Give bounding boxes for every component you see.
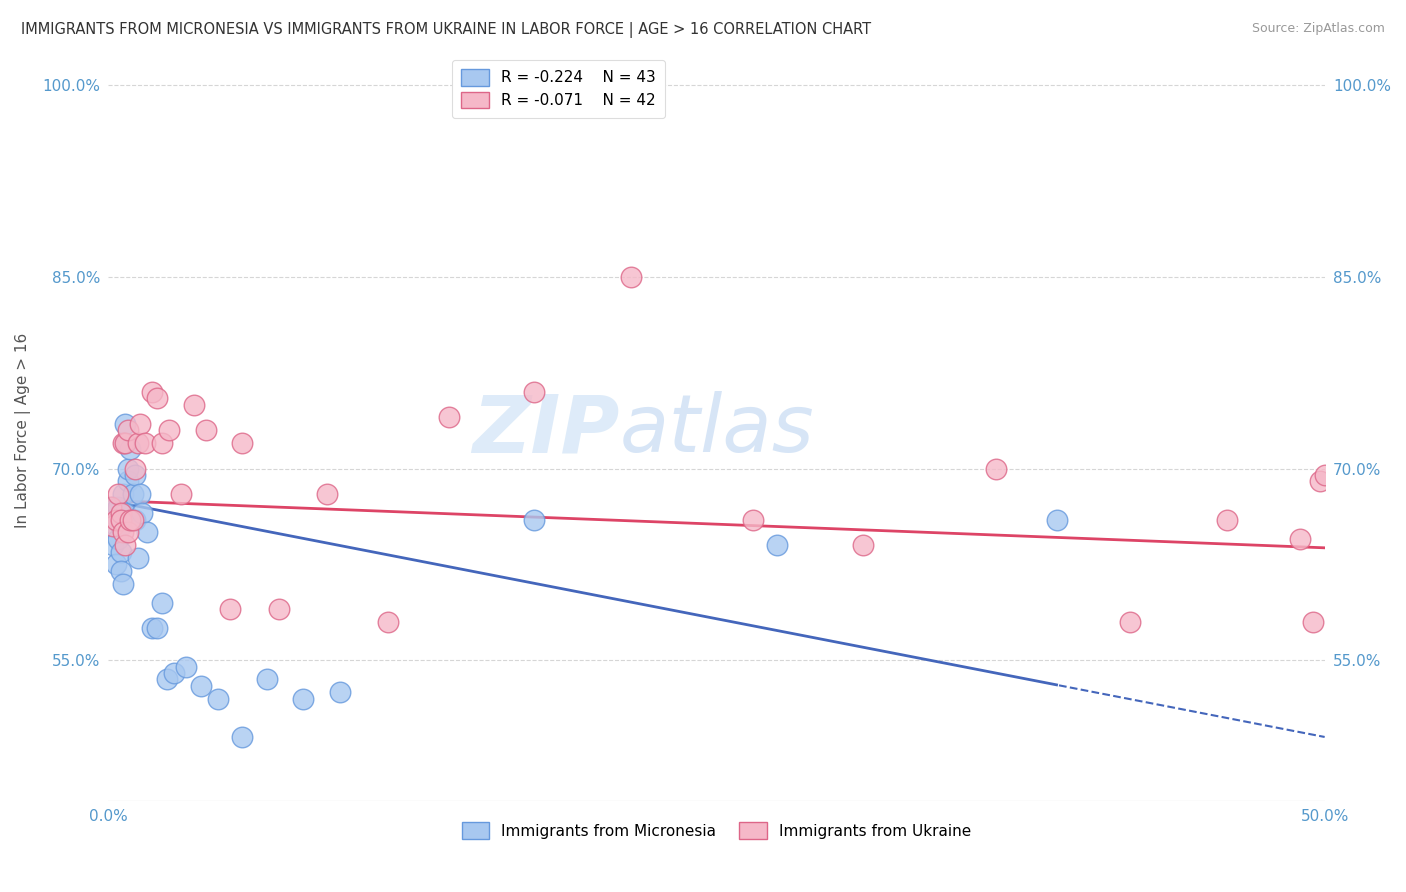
Point: [134, 436, 156, 450]
Point: [114, 506, 136, 520]
Point: [150, 596, 173, 610]
Point: [120, 442, 142, 457]
Point: [103, 519, 125, 533]
Point: [107, 532, 129, 546]
Point: [110, 564, 132, 578]
Point: [146, 621, 169, 635]
Point: [150, 436, 173, 450]
Point: [131, 506, 153, 520]
Point: [523, 384, 546, 399]
Point: [1289, 532, 1312, 546]
Point: [124, 461, 146, 475]
Point: [141, 621, 163, 635]
Point: [129, 417, 152, 431]
Point: [114, 417, 136, 431]
Point: [190, 679, 212, 693]
Legend: Immigrants from Micronesia, Immigrants from Ukraine: Immigrants from Micronesia, Immigrants f…: [456, 816, 977, 845]
Text: IMMIGRANTS FROM MICRONESIA VS IMMIGRANTS FROM UKRAINE IN LABOR FORCE | AGE > 16 : IMMIGRANTS FROM MICRONESIA VS IMMIGRANTS…: [21, 22, 872, 38]
Y-axis label: In Labor Force | Age > 16: In Labor Force | Age > 16: [15, 333, 31, 528]
Point: [328, 685, 350, 699]
Point: [174, 659, 197, 673]
Point: [1046, 513, 1069, 527]
Point: [766, 538, 789, 552]
Point: [127, 436, 149, 450]
Point: [1309, 475, 1331, 489]
Point: [207, 691, 229, 706]
Point: [1216, 513, 1239, 527]
Point: [103, 500, 125, 514]
Point: [117, 525, 139, 540]
Point: [107, 513, 129, 527]
Point: [136, 525, 159, 540]
Point: [112, 436, 135, 450]
Point: [157, 423, 180, 437]
Point: [219, 602, 242, 616]
Point: [620, 269, 643, 284]
Point: [129, 487, 152, 501]
Point: [100, 500, 122, 514]
Point: [170, 487, 193, 501]
Point: [104, 558, 127, 572]
Point: [112, 576, 135, 591]
Point: [110, 519, 132, 533]
Point: [377, 615, 399, 629]
Point: [110, 506, 132, 520]
Point: [437, 410, 460, 425]
Point: [103, 538, 125, 552]
Point: [110, 544, 132, 558]
Point: [523, 513, 546, 527]
Point: [114, 436, 136, 450]
Point: [231, 730, 253, 744]
Point: [127, 551, 149, 566]
Point: [986, 461, 1008, 475]
Text: Source: ZipAtlas.com: Source: ZipAtlas.com: [1251, 22, 1385, 36]
Point: [742, 513, 765, 527]
Text: ZIP: ZIP: [472, 392, 619, 469]
Point: [121, 487, 143, 501]
Point: [114, 436, 136, 450]
Point: [112, 506, 135, 520]
Point: [1313, 467, 1336, 482]
Point: [194, 423, 217, 437]
Point: [124, 467, 146, 482]
Point: [104, 519, 127, 533]
Point: [104, 506, 127, 520]
Point: [117, 423, 139, 437]
Point: [1119, 615, 1142, 629]
Point: [107, 487, 129, 501]
Point: [156, 673, 179, 687]
Point: [100, 506, 122, 520]
Point: [292, 691, 315, 706]
Point: [121, 513, 143, 527]
Point: [110, 513, 132, 527]
Point: [183, 398, 205, 412]
Point: [851, 538, 873, 552]
Point: [114, 538, 136, 552]
Point: [117, 475, 139, 489]
Point: [316, 487, 339, 501]
Point: [146, 392, 169, 406]
Point: [267, 602, 290, 616]
Point: [104, 513, 127, 527]
Point: [1302, 615, 1324, 629]
Text: atlas: atlas: [619, 392, 814, 469]
Point: [256, 673, 278, 687]
Point: [117, 461, 139, 475]
Point: [112, 487, 135, 501]
Point: [141, 384, 163, 399]
Point: [124, 513, 146, 527]
Point: [120, 513, 142, 527]
Point: [163, 666, 186, 681]
Point: [112, 525, 135, 540]
Point: [107, 500, 129, 514]
Point: [231, 436, 253, 450]
